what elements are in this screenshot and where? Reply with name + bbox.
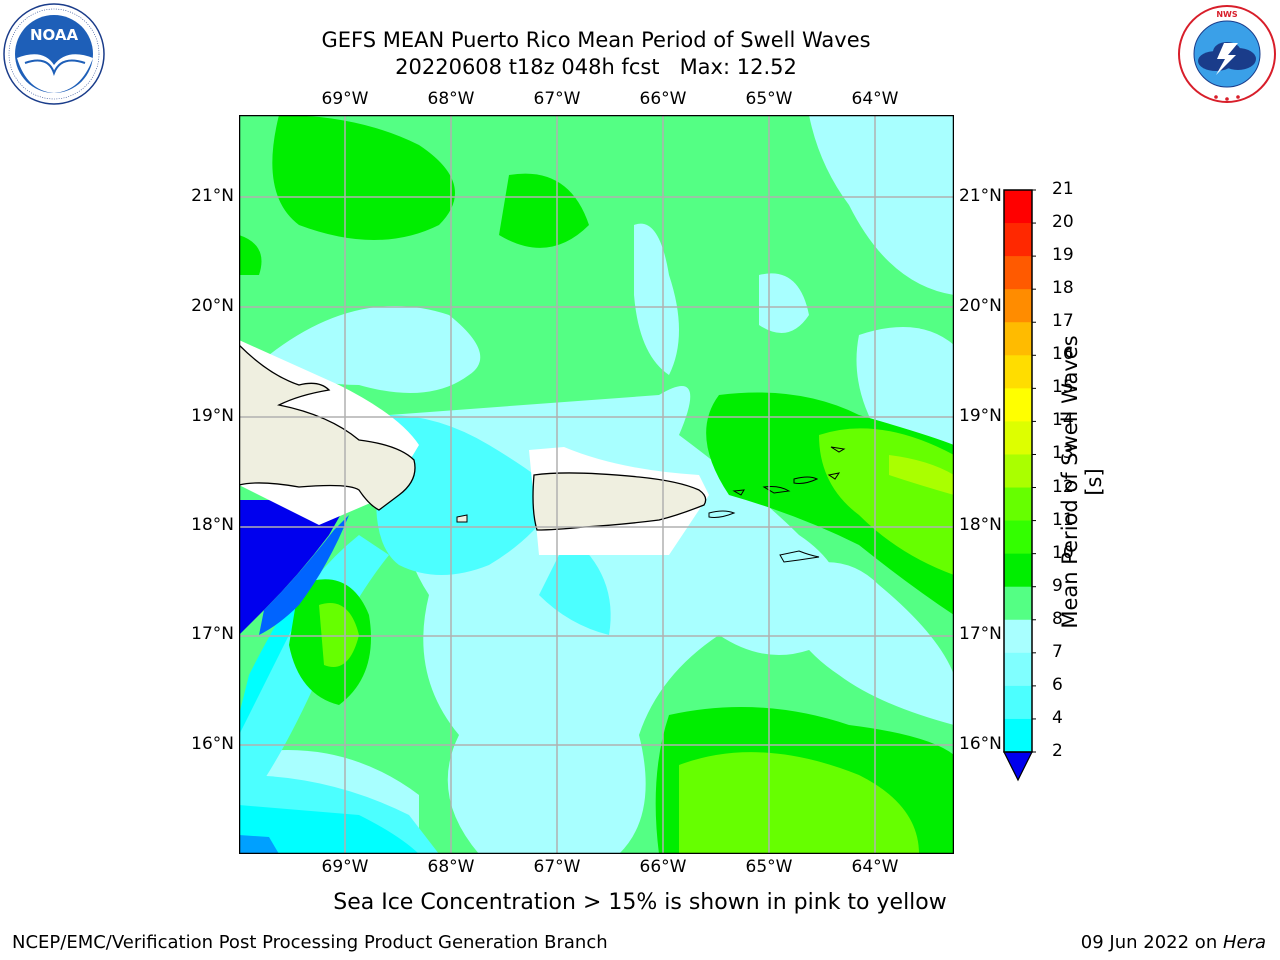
lon-label-top-68w: 68°W bbox=[427, 89, 475, 109]
colorbar-swatch bbox=[1004, 388, 1032, 422]
colorbar-swatch bbox=[1004, 256, 1032, 290]
colorbar-swatch bbox=[1004, 322, 1032, 356]
colorbar-tick-label: 19 bbox=[1052, 245, 1074, 266]
lat-label-right-16n: 16°N bbox=[959, 734, 1002, 754]
colorbar-tick-label: 17 bbox=[1052, 311, 1074, 332]
footer-date-text: 09 Jun 2022 on bbox=[1080, 932, 1223, 953]
nws-logo: NWS bbox=[1176, 3, 1278, 105]
lat-label-left-20n: 20°N bbox=[191, 296, 234, 316]
lon-label-top-69w: 69°W bbox=[321, 89, 369, 109]
lat-label-right-17n: 17°N bbox=[959, 624, 1002, 644]
lon-label-bottom-64w: 64°W bbox=[851, 857, 899, 877]
lon-label-top-66w: 66°W bbox=[639, 89, 687, 109]
lat-label-right-18n: 18°N bbox=[959, 515, 1002, 535]
colorbar-swatch bbox=[1004, 223, 1032, 257]
colorbar-tick-label: 10 bbox=[1052, 542, 1074, 563]
hispaniola-land bbox=[239, 344, 416, 511]
colorbar-title: Mean Period of Swell Waves [s] bbox=[1058, 335, 1106, 629]
colorbar-swatch bbox=[1004, 685, 1032, 720]
noaa-logo: NOAA bbox=[3, 3, 105, 105]
colorbar-swatch bbox=[1004, 355, 1032, 389]
lon-label-top-65w: 65°W bbox=[745, 89, 793, 109]
colorbar bbox=[1000, 186, 1036, 786]
colorbar-swatch bbox=[1004, 487, 1032, 522]
lon-label-bottom-66w: 66°W bbox=[639, 857, 687, 877]
colorbar-tick-label: 21 bbox=[1052, 179, 1074, 199]
colorbar-swatch bbox=[1004, 190, 1032, 224]
colorbar-swatch bbox=[1004, 454, 1032, 489]
colorbar-tick-label: 20 bbox=[1052, 212, 1074, 233]
lon-label-top-64w: 64°W bbox=[851, 89, 899, 109]
chart-subtitle: 20220608 t18z 048h fcst Max: 12.52 bbox=[395, 55, 797, 79]
svg-text:NOAA: NOAA bbox=[30, 26, 79, 44]
lon-label-bottom-69w: 69°W bbox=[321, 857, 369, 877]
colorbar-tick-label: 12 bbox=[1052, 476, 1074, 497]
lat-label-left-17n: 17°N bbox=[191, 624, 234, 644]
footer-date: 09 Jun 2022 on Hera bbox=[1081, 932, 1266, 953]
lat-label-right-20n: 20°N bbox=[959, 296, 1002, 316]
colorbar-extend-arrow bbox=[1003, 751, 1033, 782]
footer-branch: NCEP/EMC/Verification Post Processing Pr… bbox=[12, 932, 608, 953]
swell-period-map bbox=[238, 114, 955, 855]
colorbar-swatch bbox=[1004, 718, 1032, 753]
colorbar-tick-label: 11 bbox=[1052, 509, 1074, 530]
colorbar-swatch bbox=[1004, 586, 1032, 621]
colorbar-swatch bbox=[1004, 421, 1032, 455]
map-panel bbox=[238, 114, 955, 855]
svg-text:NWS: NWS bbox=[1216, 10, 1238, 19]
colorbar-tick-label: 6 bbox=[1052, 674, 1063, 695]
colorbar-outline bbox=[1003, 189, 1033, 753]
lon-label-bottom-65w: 65°W bbox=[745, 857, 793, 877]
colorbar-swatch bbox=[1004, 553, 1032, 588]
footer-host: Hera bbox=[1222, 932, 1266, 953]
lat-label-right-21n: 21°N bbox=[959, 186, 1002, 206]
lon-label-bottom-68w: 68°W bbox=[427, 857, 475, 877]
colorbar-tick-label: 16 bbox=[1052, 344, 1074, 365]
colorbar-tick-label: 2 bbox=[1052, 741, 1063, 761]
grid-lines bbox=[239, 115, 954, 854]
colorbar-tick-label: 7 bbox=[1052, 641, 1063, 662]
lat-label-left-18n: 18°N bbox=[191, 515, 234, 535]
lon-label-top-67w: 67°W bbox=[533, 89, 581, 109]
colorbar-tick-label: 9 bbox=[1052, 575, 1063, 596]
colorbar-swatch bbox=[1004, 619, 1032, 654]
colorbar-tick-label: 18 bbox=[1052, 278, 1074, 299]
lon-label-bottom-67w: 67°W bbox=[533, 857, 581, 877]
lat-label-left-19n: 19°N bbox=[191, 406, 234, 426]
sea-ice-caption: Sea Ice Concentration > 15% is shown in … bbox=[333, 890, 947, 915]
lat-label-left-16n: 16°N bbox=[191, 734, 234, 754]
colorbar-ticks: 21 20 19 18 17 16 15 14 13 12 11 10 9 8 7 6 4 2 bbox=[1052, 179, 1112, 770]
colorbar-swatch bbox=[1004, 520, 1032, 555]
colorbar-swatch bbox=[1004, 289, 1032, 323]
lat-label-left-21n: 21°N bbox=[191, 186, 234, 206]
lat-label-right-19n: 19°N bbox=[959, 406, 1002, 426]
chart-title: GEFS MEAN Puerto Rico Mean Period of Swe… bbox=[321, 28, 871, 52]
colorbar-swatches bbox=[1003, 189, 1036, 782]
colorbar-tick-label: 14 bbox=[1052, 410, 1074, 431]
colorbar-tick-label: 15 bbox=[1052, 377, 1074, 398]
colorbar-swatch bbox=[1004, 652, 1032, 687]
colorbar-tick-label: 13 bbox=[1052, 443, 1074, 464]
colorbar-tick-label: 8 bbox=[1052, 608, 1063, 629]
colorbar-tick-label: 4 bbox=[1052, 707, 1063, 728]
